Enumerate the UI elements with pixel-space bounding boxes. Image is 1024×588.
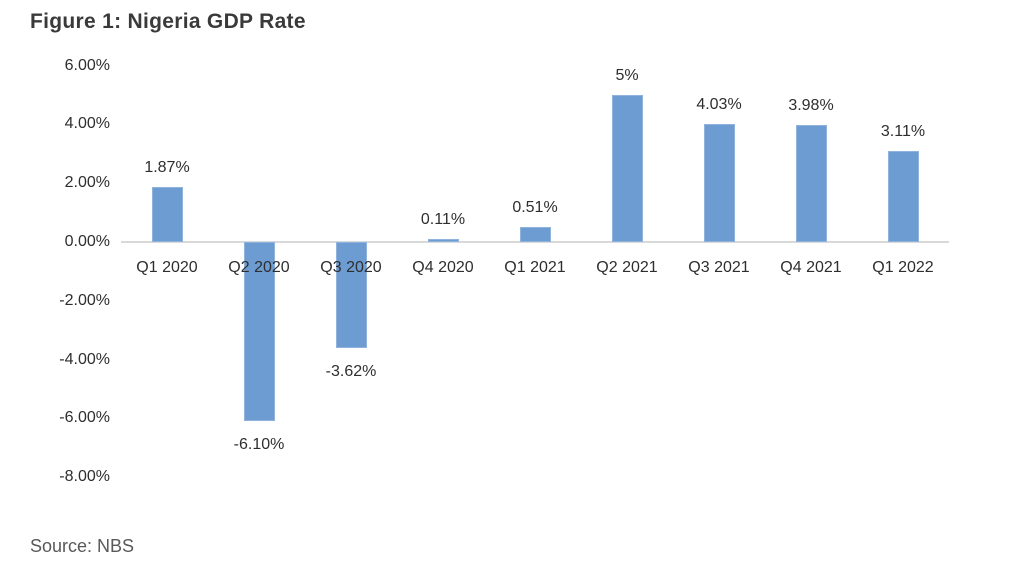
bar-q3-2021: [703, 123, 735, 242]
x-category-label: Q4 2021: [780, 259, 842, 276]
data-label: 0.11%: [420, 210, 466, 228]
bar-q1-2020: [151, 187, 183, 242]
data-label: 3.11%: [880, 122, 926, 140]
x-category-label: Q4 2020: [412, 259, 474, 276]
x-category-label: Q1 2020: [136, 259, 198, 276]
bar-q4-2021: [795, 124, 827, 242]
chart-title: Figure 1: Nigeria GDP Rate: [30, 10, 306, 33]
data-label: 0.51%: [512, 199, 558, 216]
x-category-label: Q1 2022: [872, 259, 934, 276]
data-label: 1.87%: [144, 159, 190, 177]
y-tick-label: 4.00%: [64, 115, 110, 133]
y-tick-label: -6.00%: [59, 409, 110, 427]
x-category-label: Q1 2021: [504, 259, 566, 276]
bar-q3-2020: [335, 242, 367, 349]
x-category-label: Q3 2020: [320, 259, 382, 276]
data-label: 4.03%: [696, 95, 742, 113]
y-tick-label: 6.00%: [64, 56, 110, 74]
x-category-label: Q2 2021: [596, 259, 658, 276]
y-tick-label: -2.00%: [59, 291, 110, 309]
bar-q1-2021: [519, 227, 551, 242]
source-note: Source: NBS: [30, 536, 135, 556]
y-tick-label: -4.00%: [59, 350, 110, 368]
bar-q2-2020: [243, 242, 275, 422]
bar-q4-2020: [427, 238, 459, 242]
y-tick-label: 2.00%: [64, 174, 110, 192]
data-label: -3.62%: [325, 363, 377, 381]
x-axis-line: [121, 241, 949, 243]
y-tick-label: -8.00%: [59, 468, 110, 486]
data-label: 5%: [615, 67, 639, 84]
x-category-label: Q2 2020: [228, 259, 290, 276]
data-label: -6.10%: [233, 436, 285, 454]
data-label: 3.98%: [788, 96, 834, 114]
y-tick-label: 0.00%: [64, 233, 110, 250]
bar-q2-2021: [611, 95, 643, 242]
x-category-label: Q3 2021: [688, 259, 750, 276]
bar-q1-2022: [887, 150, 919, 242]
